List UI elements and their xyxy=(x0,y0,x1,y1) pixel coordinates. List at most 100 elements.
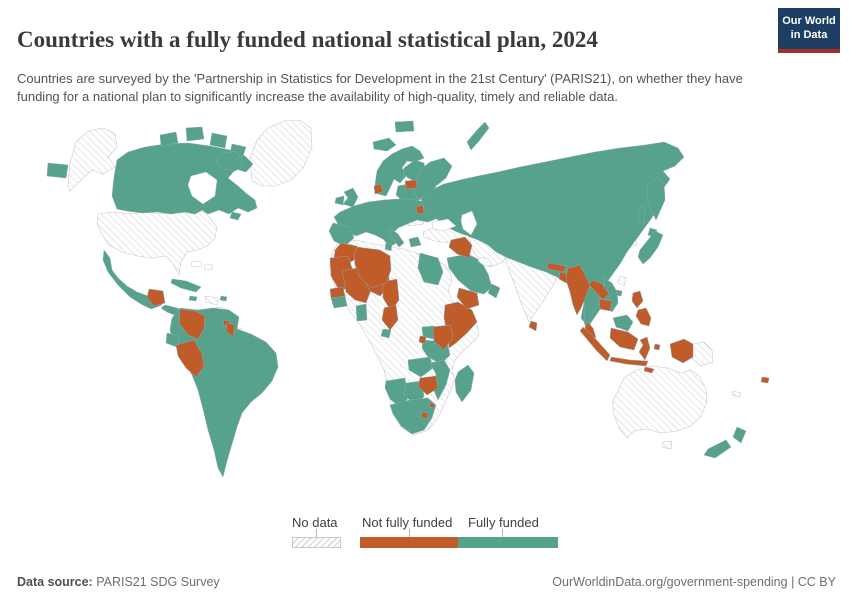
water-overlays xyxy=(187,171,493,271)
country-fiji[interactable] xyxy=(760,376,770,384)
legend-tick-no-data xyxy=(316,529,317,537)
region-group-fully-funded[interactable] xyxy=(46,120,747,478)
country-algeria[interactable] xyxy=(353,246,392,289)
country-canada-baffin[interactable] xyxy=(215,150,244,172)
country-greenland[interactable] xyxy=(249,119,313,187)
country-iceland[interactable] xyxy=(372,137,397,152)
country-gabon[interactable] xyxy=(380,328,392,339)
country-canada-arctic-2[interactable] xyxy=(185,126,205,142)
country-new-zealand-south[interactable] xyxy=(703,439,732,459)
country-papua-new-guinea-east[interactable] xyxy=(691,341,714,367)
data-source-label: Data source: xyxy=(17,575,93,589)
caspian-sea xyxy=(460,210,478,236)
country-tunisia[interactable] xyxy=(384,242,393,252)
country-denmark[interactable] xyxy=(373,183,384,195)
region-chukotka-west[interactable] xyxy=(46,162,69,179)
owid-logo-line1: Our World xyxy=(782,15,836,27)
country-philippines-mindanao[interactable] xyxy=(635,307,652,327)
country-iraq[interactable] xyxy=(448,236,473,259)
region-timor[interactable] xyxy=(643,366,655,374)
region-novaya-zemlya[interactable] xyxy=(466,121,490,151)
great-lake-west xyxy=(190,260,203,268)
legend-swatch-no-data[interactable] xyxy=(292,537,341,548)
world-map-canvas[interactable] xyxy=(0,108,850,510)
country-jamaica[interactable] xyxy=(188,295,198,302)
footer-citation-link[interactable]: OurWorldinData.org/government-spending |… xyxy=(552,575,836,589)
region-sakhalin[interactable] xyxy=(637,205,646,225)
country-moldova[interactable] xyxy=(415,204,425,215)
hudson-bay xyxy=(187,171,218,205)
country-united-states[interactable] xyxy=(96,210,218,276)
great-lake-east xyxy=(203,263,214,271)
country-new-caledonia[interactable] xyxy=(731,390,742,398)
country-cameroon[interactable] xyxy=(381,304,399,331)
country-taiwan[interactable] xyxy=(617,275,627,287)
country-lesotho[interactable] xyxy=(420,411,429,420)
country-new-zealand-north[interactable] xyxy=(732,426,747,444)
country-japan[interactable] xyxy=(637,230,664,265)
country-guyana[interactable] xyxy=(225,322,236,338)
chart-footer: Data source: PARIS21 SDG Survey OurWorld… xyxy=(17,575,836,589)
region-sulawesi[interactable] xyxy=(638,336,651,361)
country-madagascar[interactable] xyxy=(454,364,475,403)
country-zambia[interactable] xyxy=(407,356,434,378)
country-united-kingdom[interactable] xyxy=(342,187,359,208)
region-java[interactable] xyxy=(609,356,649,367)
country-philippines-luzon[interactable] xyxy=(631,290,644,309)
country-peru[interactable] xyxy=(175,339,205,378)
country-italy[interactable] xyxy=(387,227,405,248)
country-zimbabwe[interactable] xyxy=(417,375,439,396)
legend-tick-not-fully-funded xyxy=(409,529,410,537)
region-moluccas[interactable] xyxy=(653,343,661,351)
country-nepal[interactable] xyxy=(546,262,567,273)
country-egypt[interactable] xyxy=(417,252,444,286)
country-ghana[interactable] xyxy=(355,303,368,322)
data-source-value: PARIS21 SDG Survey xyxy=(96,575,220,589)
region-scandinavia[interactable] xyxy=(374,145,425,197)
country-greece[interactable] xyxy=(408,236,422,248)
legend-label-not-fully-funded[interactable]: Not fully funded xyxy=(362,515,453,530)
country-senegal[interactable] xyxy=(329,286,346,299)
country-saudi-arabia[interactable] xyxy=(446,253,493,295)
country-sri-lanka[interactable] xyxy=(528,320,538,332)
region-svalbard[interactable] xyxy=(394,120,415,133)
country-tasmania[interactable] xyxy=(661,440,673,450)
region-sumatra[interactable] xyxy=(579,326,611,362)
data-source: Data source: PARIS21 SDG Survey xyxy=(17,575,220,589)
legend-swatch-not-fully-funded[interactable] xyxy=(360,537,458,548)
owid-logo[interactable]: Our World in Data xyxy=(778,8,840,53)
country-oman[interactable] xyxy=(487,283,501,299)
country-cambodia[interactable] xyxy=(598,298,613,312)
country-canada-newfoundland[interactable] xyxy=(229,211,242,221)
country-papua-new-guinea-west[interactable] xyxy=(669,338,694,364)
country-puerto-rico[interactable] xyxy=(219,295,228,302)
legend-swatch-fully-funded[interactable] xyxy=(458,537,558,548)
country-south-africa[interactable] xyxy=(389,397,437,435)
country-burundi[interactable] xyxy=(418,335,427,345)
black-sea xyxy=(431,218,457,232)
legend-label-no-data[interactable]: No data xyxy=(292,515,338,530)
country-cuba[interactable] xyxy=(170,278,202,293)
region-group-not-fully-funded[interactable] xyxy=(146,179,770,420)
country-alaska[interactable] xyxy=(67,127,118,192)
region-borneo-north[interactable] xyxy=(612,314,634,332)
region-borneo-south[interactable] xyxy=(609,327,639,351)
country-canada-arctic-3[interactable] xyxy=(209,132,228,149)
country-guatemala[interactable] xyxy=(146,288,166,307)
country-yemen[interactable] xyxy=(456,287,480,310)
country-hispaniola[interactable] xyxy=(204,295,219,306)
country-canada-arctic-1[interactable] xyxy=(159,131,179,147)
country-ireland[interactable] xyxy=(334,195,345,206)
region-kamchatka[interactable] xyxy=(646,176,666,221)
country-colombia[interactable] xyxy=(178,308,206,340)
country-kenya[interactable] xyxy=(432,324,454,351)
region-south-america-green[interactable] xyxy=(169,307,279,478)
country-myanmar[interactable] xyxy=(565,264,591,316)
legend-label-fully-funded[interactable]: Fully funded xyxy=(468,515,539,530)
country-australia[interactable] xyxy=(612,365,708,439)
country-estonia[interactable] xyxy=(404,179,418,190)
region-eurasia-green[interactable] xyxy=(420,141,685,328)
page-title: Countries with a fully funded national s… xyxy=(17,27,598,53)
country-eswatini[interactable] xyxy=(428,402,436,409)
